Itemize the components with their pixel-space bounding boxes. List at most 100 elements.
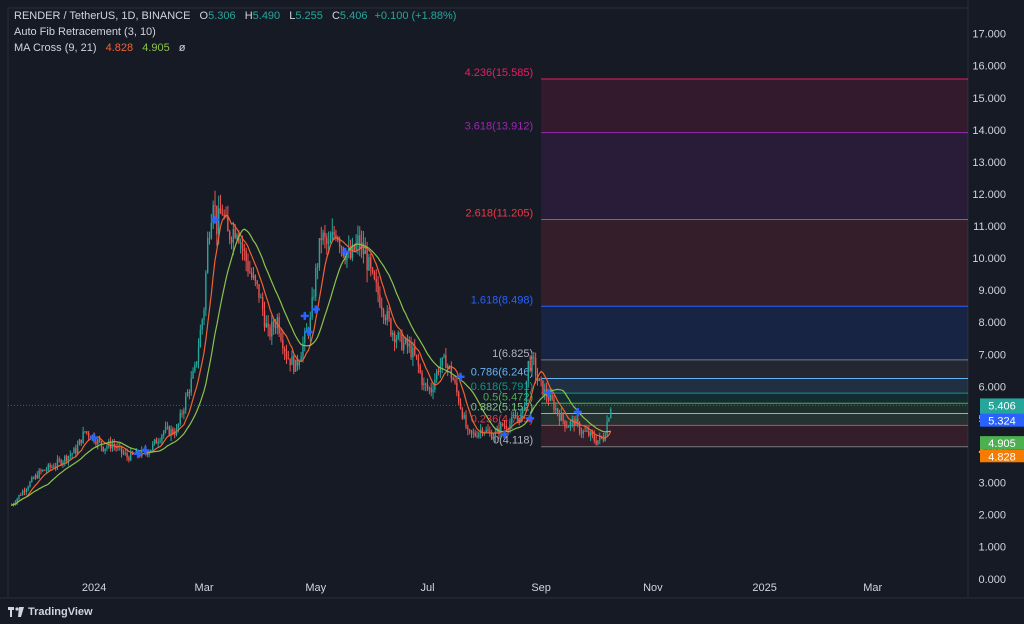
- candle-body: [589, 431, 592, 436]
- candle-body: [401, 333, 403, 350]
- fib-level-label: 0.786(6.246): [471, 366, 533, 378]
- fib-indicator-legend[interactable]: Auto Fib Retracement (3, 10): [14, 26, 156, 38]
- candle-body: [296, 359, 299, 366]
- candle-body: [395, 338, 398, 343]
- candle-body: [485, 429, 487, 433]
- candle-body: [404, 338, 407, 343]
- candle-body: [551, 394, 553, 400]
- candle-body: [294, 359, 297, 372]
- fib-level-label: 0(4.118): [493, 435, 533, 447]
- candle-body: [426, 384, 429, 388]
- candle-body: [164, 427, 167, 432]
- candle-body: [73, 448, 75, 454]
- candle-body: [322, 232, 324, 241]
- candle-body: [217, 208, 220, 235]
- candle-body: [523, 403, 526, 410]
- candle-body: [65, 456, 68, 462]
- candle-body: [23, 490, 26, 492]
- candle-body: [553, 399, 555, 410]
- x-tick-label: May: [305, 582, 326, 594]
- price-scale[interactable]: [968, 0, 1024, 624]
- candle-body: [509, 423, 511, 431]
- candle-body: [320, 238, 322, 241]
- candle-body: [227, 216, 229, 232]
- candle-body: [599, 436, 601, 441]
- x-tick-label: Sep: [531, 582, 551, 594]
- y-tick-label: 0.000: [978, 574, 1006, 586]
- candle-body: [353, 244, 355, 251]
- candle-body: [406, 338, 409, 347]
- candle-body: [500, 423, 502, 434]
- candle-body: [280, 333, 282, 341]
- candle-body: [168, 426, 170, 436]
- ma-cross-marker: [456, 372, 465, 381]
- candle-body: [53, 466, 55, 468]
- candle-body: [415, 354, 418, 357]
- candle-body: [393, 332, 396, 343]
- candle-body: [102, 446, 104, 452]
- y-tick-label: 7.000: [978, 349, 1006, 361]
- candle-body: [152, 443, 154, 450]
- fib-zone: [541, 413, 968, 426]
- candle-body: [238, 234, 240, 243]
- candle-body: [379, 294, 381, 307]
- candle-body: [588, 430, 590, 436]
- ma-indicator-legend[interactable]: MA Cross (9, 21) 4.828 4.905 ø: [14, 42, 186, 54]
- candle-body: [269, 327, 271, 337]
- candle-body: [111, 444, 114, 449]
- ma-slow-line: [11, 228, 611, 506]
- candle-body: [309, 317, 311, 335]
- candle-body: [122, 452, 125, 454]
- ma-extra-value: ø: [178, 42, 186, 54]
- candle-body: [139, 455, 141, 457]
- x-tick-label: 2024: [82, 582, 106, 594]
- candle-body: [25, 489, 28, 492]
- candle-body: [529, 360, 531, 371]
- ma-cross-marker: [573, 408, 582, 417]
- symbol-title[interactable]: RENDER / TetherUS, 1D, BINANCE: [14, 10, 191, 22]
- candle-body: [547, 397, 550, 401]
- candle-body: [597, 440, 599, 445]
- candle-body: [512, 416, 515, 418]
- candle-body: [283, 348, 286, 352]
- price-marker-badge: [980, 436, 1024, 450]
- candle-body: [468, 429, 471, 431]
- candle-body: [525, 380, 528, 404]
- candle-body: [421, 372, 423, 385]
- candle-body: [287, 358, 290, 360]
- ma-cross-marker: [304, 327, 313, 336]
- y-tick-label: 10.000: [972, 253, 1006, 265]
- candle-body: [360, 242, 363, 249]
- candle-body: [98, 439, 101, 442]
- candle-body: [349, 248, 352, 259]
- fib-zone: [541, 378, 968, 394]
- y-tick-label: 8.000: [978, 317, 1006, 329]
- candle-body: [593, 435, 595, 441]
- candle-body: [128, 457, 130, 461]
- candle-body: [97, 439, 99, 445]
- candle-body: [87, 432, 90, 437]
- ma-cross-marker: [134, 449, 143, 458]
- y-tick-label: 6.000: [978, 381, 1006, 393]
- candle-body: [362, 242, 365, 255]
- candle-body: [591, 431, 594, 436]
- fib-zone: [541, 306, 968, 360]
- ma-slow-value: 4.905: [142, 42, 170, 54]
- candle-body: [95, 441, 97, 445]
- candle-body: [606, 421, 608, 435]
- candle-body: [192, 370, 194, 379]
- fib-zone: [541, 79, 968, 133]
- candle-body: [21, 490, 24, 496]
- candle-body: [569, 421, 572, 427]
- candle-body: [34, 475, 37, 479]
- candle-body: [414, 347, 416, 355]
- candle-body: [315, 267, 317, 297]
- candle-body: [527, 360, 530, 381]
- tradingview-brand[interactable]: TradingView: [8, 606, 93, 618]
- candle-body: [293, 356, 295, 372]
- y-tick-label: 9.000: [978, 285, 1006, 297]
- candle-body: [177, 423, 180, 429]
- candle-body: [364, 250, 366, 255]
- x-tick-label: Mar: [195, 582, 214, 594]
